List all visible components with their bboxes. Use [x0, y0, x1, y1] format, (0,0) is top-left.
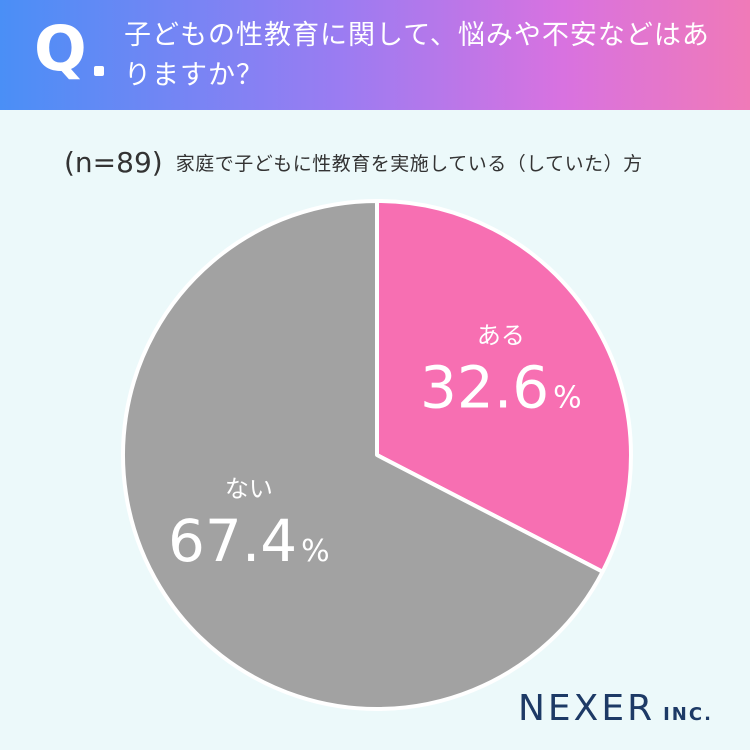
- nexer-logo: NEXER INC.: [518, 688, 713, 729]
- logo-suffix: INC.: [663, 704, 713, 725]
- slice-value-0: 32.6%: [420, 354, 582, 422]
- sample-size: (n=89): [64, 146, 163, 179]
- respondent-description: 家庭で子どもに性教育を実施している（していた）方: [175, 153, 643, 175]
- q-dot: [94, 66, 104, 76]
- chart-subtitle: (n=89) 家庭で子どもに性教育を実施している（していた）方: [64, 146, 744, 179]
- q-mark: Q: [34, 12, 87, 85]
- slice-label-1: ない: [225, 475, 273, 503]
- slice-label-0: ある: [477, 322, 525, 350]
- slice-value-1: 67.4%: [168, 507, 330, 575]
- pie-slice-1: [121, 199, 605, 711]
- question-text: 子どもの性教育に関して、悩みや不安などはありますか？: [124, 20, 710, 91]
- logo-main: NEXER: [518, 688, 656, 729]
- pie-slice-0: [375, 199, 633, 574]
- question-banner: Q 子どもの性教育に関して、悩みや不安などはありますか？: [0, 0, 750, 110]
